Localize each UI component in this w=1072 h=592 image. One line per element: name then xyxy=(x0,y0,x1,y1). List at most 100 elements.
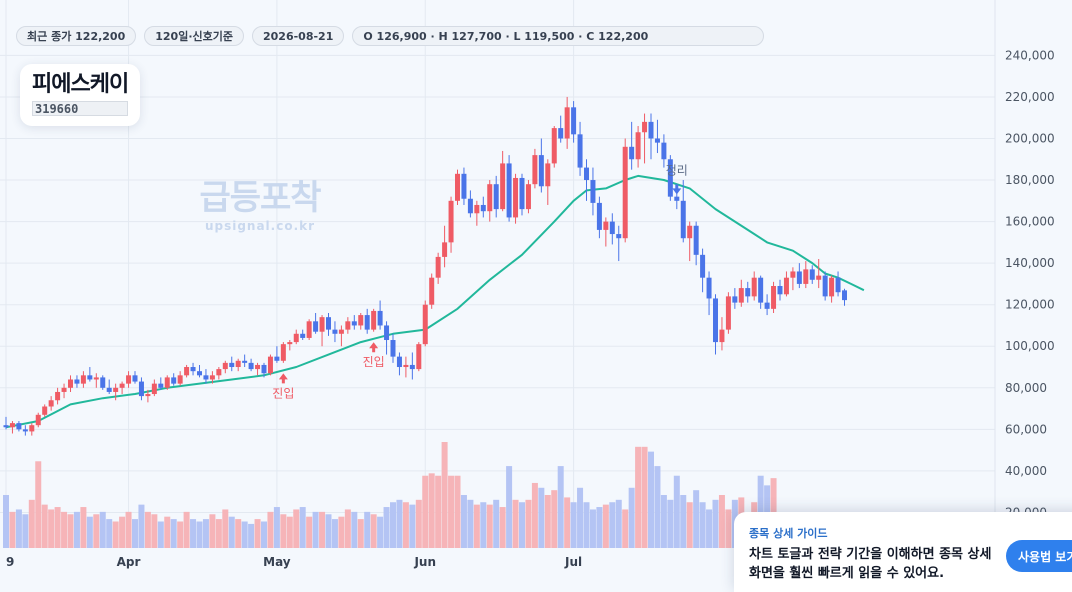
volume-bar xyxy=(680,495,687,548)
price-chart[interactable]: 진입진입정리20,00040,00060,00080,000100,000120… xyxy=(0,0,1072,579)
volume-bar xyxy=(299,507,306,548)
candle-body xyxy=(422,304,428,345)
price-tick-label: 100,000 xyxy=(1005,339,1055,353)
candle-body xyxy=(345,321,351,330)
volume-bars xyxy=(3,442,777,548)
volume-bar xyxy=(151,514,158,548)
volume-bar xyxy=(93,514,100,548)
volume-bar xyxy=(293,509,300,548)
candle-body xyxy=(106,387,112,392)
period-pill[interactable]: 120일·신호기준 xyxy=(144,26,244,46)
volume-bar xyxy=(699,502,706,548)
guide-button[interactable]: 사용법 보기 xyxy=(1006,540,1072,572)
candle-body xyxy=(835,277,841,293)
candle-body xyxy=(261,364,267,374)
volume-bar xyxy=(86,516,93,548)
stock-name: 피에스케이 xyxy=(32,72,129,97)
volume-bar xyxy=(493,499,500,548)
candlestick-chart-svg[interactable]: 진입진입정리20,00040,00060,00080,000100,000120… xyxy=(0,0,1072,579)
candle-body xyxy=(332,329,338,334)
volume-bar xyxy=(602,504,609,548)
volume-bar xyxy=(183,511,190,548)
volume-bar xyxy=(202,519,209,548)
candle-body xyxy=(635,132,641,160)
candle-body xyxy=(300,333,306,338)
price-tick-label: 180,000 xyxy=(1005,173,1055,187)
candle-body xyxy=(783,277,789,295)
candle-body xyxy=(513,177,519,218)
volume-bar xyxy=(402,502,409,548)
candle-body xyxy=(584,167,589,181)
candle-body xyxy=(132,375,138,382)
price-tick-label: 120,000 xyxy=(1005,298,1055,312)
candle-body xyxy=(654,138,660,143)
volume-bar xyxy=(383,507,390,548)
candle-body xyxy=(551,128,557,164)
volume-bar xyxy=(648,451,654,548)
candle-body xyxy=(177,375,183,384)
candle-body xyxy=(68,379,73,388)
candle-body xyxy=(371,310,377,330)
signal-entry: 진입 xyxy=(272,373,294,400)
candle-body xyxy=(351,321,357,326)
candle-body xyxy=(390,340,396,357)
volume-bar xyxy=(112,521,119,548)
candle-body xyxy=(603,221,609,230)
volume-bar xyxy=(538,487,545,548)
volume-bar xyxy=(99,511,106,548)
exit-arrow-icon xyxy=(672,184,682,195)
volume-bar xyxy=(357,519,364,548)
candle-body xyxy=(55,391,61,401)
candle-body xyxy=(455,173,460,201)
volume-bar xyxy=(235,519,242,548)
candle-body xyxy=(197,371,202,376)
volume-bar xyxy=(3,495,9,548)
moving-average-line xyxy=(5,174,865,429)
candle-body xyxy=(687,225,693,239)
time-tick-label: Apr xyxy=(117,555,141,569)
candle-body xyxy=(158,383,164,388)
volume-bar xyxy=(499,507,506,548)
candle-body xyxy=(242,360,248,363)
candle-body xyxy=(164,377,170,388)
candle-body xyxy=(377,310,383,326)
volume-bar xyxy=(28,499,35,548)
volume-bar xyxy=(138,504,145,548)
candle-body xyxy=(809,269,815,280)
candle-body xyxy=(93,377,99,380)
volume-bar xyxy=(635,446,642,548)
volume-bar xyxy=(364,511,371,548)
signal-label: 진입 xyxy=(363,355,385,369)
candle-body xyxy=(661,142,667,160)
candle-body xyxy=(384,325,390,341)
stock-name-card: 피에스케이 319660 xyxy=(20,64,140,126)
entry-arrow-icon xyxy=(278,373,288,384)
volume-bar xyxy=(422,475,429,548)
volume-bar xyxy=(222,509,229,548)
volume-bar xyxy=(448,475,455,548)
candle-body xyxy=(816,275,822,280)
candle-body xyxy=(429,277,435,305)
candle-body xyxy=(829,277,835,297)
candle-body xyxy=(480,204,486,212)
candle-body xyxy=(719,329,725,343)
volume-bar xyxy=(570,502,577,548)
candle-body xyxy=(119,383,125,388)
candle-body xyxy=(532,155,538,185)
candle-body xyxy=(306,321,312,338)
candle-body xyxy=(667,159,673,197)
date-pill: 2026-08-21 xyxy=(252,26,345,46)
candle-body xyxy=(706,277,712,299)
candle-body xyxy=(577,134,583,168)
volume-bar xyxy=(196,521,203,548)
volume-bar xyxy=(144,511,151,548)
candle-body xyxy=(571,107,577,135)
candle-body xyxy=(758,277,764,303)
volume-bar xyxy=(286,516,293,548)
volume-bar xyxy=(583,502,590,548)
candle-body xyxy=(467,198,473,214)
volume-bar xyxy=(157,521,164,548)
candle-body xyxy=(3,425,9,428)
candle-body xyxy=(326,317,331,330)
volume-bar xyxy=(435,475,442,548)
